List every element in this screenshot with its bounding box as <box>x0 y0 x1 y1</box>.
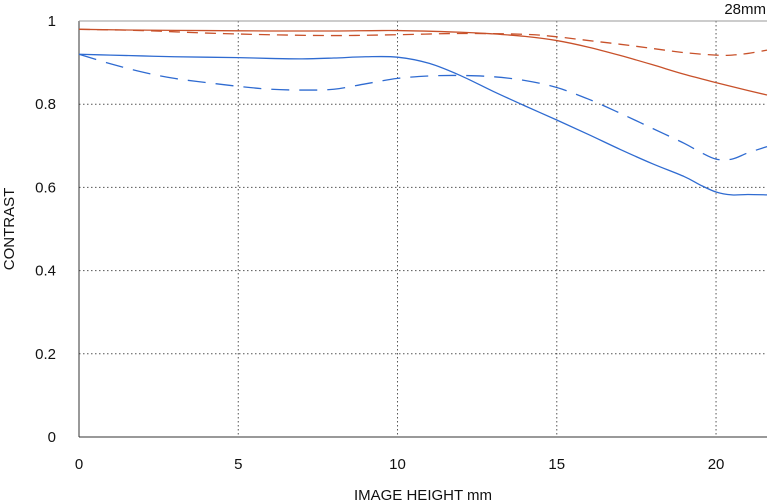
x-tick-label: 20 <box>708 456 725 473</box>
y-tick-labels: 0 0.2 0.4 0.6 0.8 1 <box>35 13 56 446</box>
series-line-1 <box>78 28 768 96</box>
y-tick-label: 0.2 <box>35 346 56 363</box>
x-tick-label: 0 <box>75 456 83 473</box>
y-tick-label: 0.4 <box>35 263 56 280</box>
y-tick-label: 0.8 <box>35 96 56 113</box>
x-tick-labels: 0 5 10 15 20 <box>75 456 725 473</box>
x-tick-label: 10 <box>389 456 406 473</box>
axes <box>78 20 767 438</box>
y-tick-label: 0.6 <box>35 179 56 196</box>
plot-background <box>79 21 767 437</box>
y-axis-title: CONTRAST <box>1 188 18 271</box>
focal-length-label: 28mm <box>724 1 766 18</box>
x-axis-title: IMAGE HEIGHT mm <box>354 487 492 504</box>
series-line-3 <box>78 53 768 196</box>
series-lines <box>78 28 768 196</box>
y-tick-label: 0 <box>48 429 56 446</box>
y-tick-label: 1 <box>48 13 56 30</box>
x-tick-label: 15 <box>548 456 565 473</box>
gridlines <box>79 21 767 437</box>
series-line-2 <box>78 28 768 57</box>
x-tick-label: 5 <box>234 456 242 473</box>
